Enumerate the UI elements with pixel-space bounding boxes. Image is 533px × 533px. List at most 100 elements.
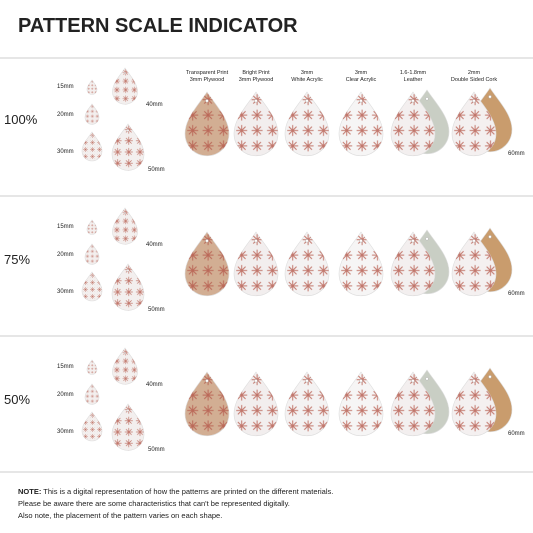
hole <box>359 239 363 243</box>
hole <box>305 239 309 243</box>
size-label: 40mm <box>146 382 163 388</box>
teardrop <box>112 67 138 105</box>
hole <box>91 386 93 388</box>
note-line: Please be aware there are some character… <box>18 499 290 508</box>
teardrop <box>86 79 98 95</box>
teardrop <box>84 103 100 125</box>
size-label: 15mm <box>57 364 74 370</box>
hole <box>488 95 492 99</box>
teardrop <box>112 347 138 385</box>
hole <box>472 379 476 383</box>
teardrop <box>112 207 138 245</box>
size-label: 60mm <box>508 151 525 157</box>
hole <box>254 239 258 243</box>
hole <box>91 106 93 108</box>
hole <box>126 129 130 132</box>
teardrop <box>404 89 450 155</box>
teardrop <box>84 243 100 265</box>
material-label: 3mm <box>355 70 368 76</box>
note-line: This is a digital representation of how … <box>43 487 333 496</box>
teardrop <box>338 371 384 437</box>
hole <box>254 379 258 383</box>
size-label: 30mm <box>57 289 74 295</box>
size-label: 20mm <box>57 392 74 398</box>
hole <box>91 221 93 223</box>
size-label: 50mm <box>148 307 165 313</box>
size-label: 30mm <box>57 149 74 155</box>
hole <box>126 409 130 412</box>
hole <box>91 246 93 248</box>
size-label: 20mm <box>57 112 74 118</box>
material-label: Double Sided Cork <box>451 77 497 83</box>
hole <box>411 379 415 383</box>
teardrop <box>467 367 513 433</box>
hole <box>411 99 415 103</box>
hole <box>305 379 309 383</box>
teardrop <box>467 87 513 153</box>
teardrop <box>184 91 230 157</box>
teardrop <box>451 231 497 297</box>
hole <box>91 361 93 363</box>
scale-label: 75% <box>4 252 30 267</box>
hole <box>124 352 126 354</box>
hole <box>254 99 258 103</box>
teardrop <box>390 371 436 437</box>
hole <box>411 239 415 243</box>
hole <box>425 97 429 101</box>
size-label: 15mm <box>57 224 74 230</box>
note-label: NOTE: <box>18 487 41 496</box>
material-label: 2mm <box>468 70 481 76</box>
material-label: 3mm Plywood <box>190 77 225 83</box>
teardrop <box>81 271 103 302</box>
size-label: 15mm <box>57 84 74 90</box>
material-label: Bright Print <box>242 70 270 76</box>
hole <box>205 239 209 243</box>
teardrop <box>111 123 145 171</box>
hole <box>205 379 209 383</box>
material-label: 1.6-1.8mm <box>400 70 427 76</box>
size-label: 20mm <box>57 252 74 258</box>
teardrop <box>404 369 450 435</box>
teardrop <box>390 231 436 297</box>
material-label: Transparent Print <box>186 70 229 76</box>
teardrop <box>338 91 384 157</box>
teardrop <box>404 229 450 295</box>
hole <box>124 212 126 214</box>
size-label: 60mm <box>508 291 525 297</box>
scale-label: 50% <box>4 392 30 407</box>
hole <box>91 275 93 277</box>
teardrop <box>86 219 98 235</box>
hole <box>126 269 130 272</box>
teardrop <box>86 359 98 375</box>
teardrop <box>111 403 145 451</box>
hole <box>472 99 476 103</box>
hole <box>488 375 492 379</box>
material-label: Leather <box>404 77 423 83</box>
hole <box>91 415 93 417</box>
hole <box>488 235 492 239</box>
size-label: 50mm <box>148 447 165 453</box>
hole <box>425 377 429 381</box>
teardrop <box>233 91 279 157</box>
teardrop <box>451 371 497 437</box>
hole <box>425 237 429 241</box>
note-line: Also note, the placement of the pattern … <box>18 511 222 520</box>
hole <box>91 135 93 137</box>
title: PATTERN SCALE INDICATOR <box>18 15 298 37</box>
hole <box>91 81 93 83</box>
teardrop <box>338 231 384 297</box>
teardrop <box>111 263 145 311</box>
teardrop <box>284 371 330 437</box>
size-label: 40mm <box>146 102 163 108</box>
hole <box>124 72 126 74</box>
teardrop <box>84 383 100 405</box>
hole <box>359 99 363 103</box>
teardrop <box>184 371 230 437</box>
scale-label: 100% <box>4 112 38 127</box>
size-label: 50mm <box>148 167 165 173</box>
teardrop <box>184 231 230 297</box>
hole <box>305 99 309 103</box>
material-label: 3mm <box>301 70 314 76</box>
size-label: 60mm <box>508 431 525 437</box>
